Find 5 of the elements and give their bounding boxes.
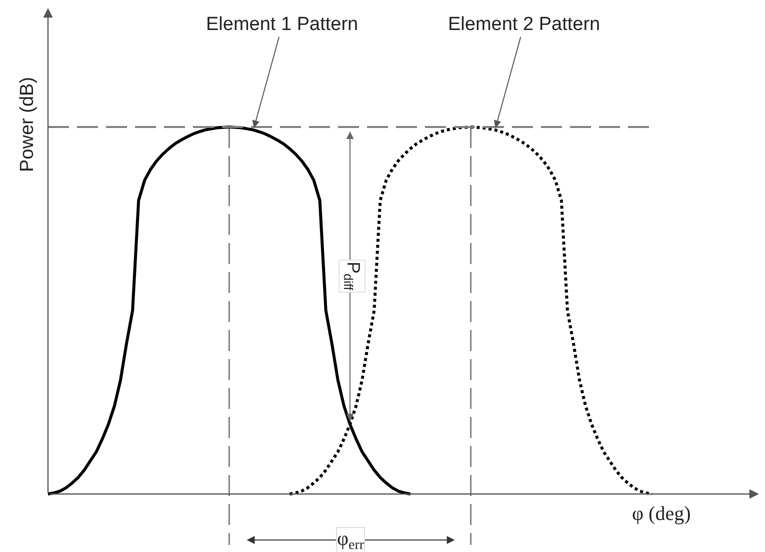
text: Element 1 Pattern: [206, 14, 358, 35]
text: φ$_{err}$: [337, 528, 364, 552]
y-axis-title: Power (dB): [17, 76, 38, 172]
text: Element 2 Pattern: [448, 14, 600, 35]
x-axis-title: φ (deg): [632, 503, 691, 525]
